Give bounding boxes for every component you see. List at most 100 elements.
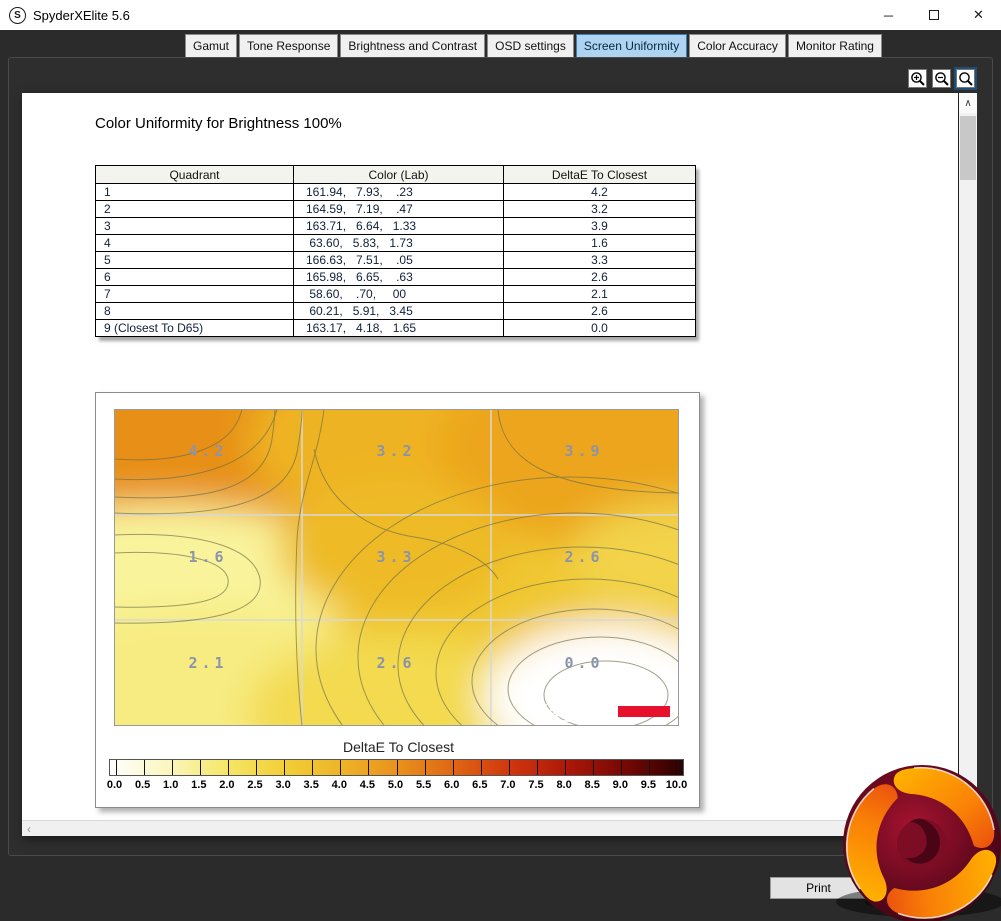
lab-cell: 63.60, 5.83, 1.73	[293, 234, 504, 252]
colorbar-tick	[649, 760, 651, 775]
colorbar-tick	[256, 760, 257, 775]
colorbar-tick	[115, 760, 117, 775]
zoom-reset-button[interactable]	[954, 67, 977, 90]
lab-cell: 165.98, 6.65, .63	[293, 268, 504, 286]
scroll-left-icon[interactable]: ‹	[27, 821, 31, 836]
colorbar-tick	[452, 760, 454, 775]
colorbar-tick	[199, 760, 201, 775]
column-header-color-lab: Color (Lab)	[293, 165, 504, 184]
colorbar-tick	[480, 760, 482, 775]
colorbar-tick	[677, 760, 679, 775]
minimize-button[interactable]: ─	[883, 7, 894, 23]
table-row: 1 161.94, 7.93, .23 4.2	[95, 183, 696, 201]
quadrant-cell: 3	[95, 217, 294, 235]
column-header-deltae-to-closest: DeltaE To Closest	[503, 165, 696, 184]
tab-strip: Gamut Tone Response Brightness and Contras…	[0, 30, 1001, 57]
heatmap-value: 3.9	[564, 442, 604, 460]
tab-brightness-and-contrast[interactable]: Brightness and Contrast	[340, 34, 486, 57]
colorbar-tick	[171, 760, 173, 775]
title-bar: S SpyderXElite 5.6 ─ ✕	[0, 0, 1001, 30]
colorbar-tick	[565, 760, 567, 775]
colorbar-tick-label: 8.0	[556, 779, 572, 791]
colorbar-tick-label: 6.5	[472, 779, 488, 791]
vertical-scrollbar[interactable]: ∧ ∨	[959, 93, 977, 836]
quadrant-cell: 4	[95, 234, 294, 252]
uniformity-table: Quadrant Color (Lab) DeltaE To Closest 1 16…	[95, 165, 696, 337]
tab-monitor-rating[interactable]: Monitor Rating	[787, 34, 882, 57]
kitguru-logo	[836, 765, 1001, 921]
heatmap-value: 1.6	[188, 548, 228, 566]
colorbar-tick-label: 2.0	[219, 779, 235, 791]
colorbar-tick	[424, 760, 426, 775]
table-row: 8 60.21, 5.91, 3.45 2.6	[95, 302, 696, 320]
colorbar-gradient	[109, 759, 684, 776]
colorbar-tick-label: 1.5	[191, 779, 207, 791]
heatmap-value: 2.6	[564, 548, 604, 566]
colorbar-tick-label: 3.0	[275, 779, 291, 791]
zoom-in-button[interactable]	[908, 69, 927, 88]
colorbar-tick	[143, 760, 145, 775]
quadrant-cell: 6	[95, 268, 294, 286]
delta-cell: 3.9	[503, 217, 696, 235]
colorbar-tick-label: 7.0	[500, 779, 516, 791]
colorbar-tick	[312, 760, 314, 775]
heatmap-value: 4.2	[188, 442, 228, 460]
heatmap-contours: datacolor	[114, 409, 679, 726]
delta-cell: 0.0	[503, 319, 696, 337]
heatmap-value: 2.1	[188, 654, 228, 672]
delta-cell: 2.1	[503, 285, 696, 303]
magnifier-plus-icon	[910, 71, 925, 86]
heatmap-plot: datacolor 4.2 3.2 3.9 1.6 3.3 2.6 2.1 2.6 0.0	[114, 409, 679, 726]
tab-bar: Gamut Tone Response Brightness and Contras…	[185, 34, 882, 57]
maximize-button[interactable]	[911, 0, 956, 30]
table-body: 1 161.94, 7.93, .23 4.2 2 164.59, 7.19, .47 3…	[95, 183, 696, 337]
heatmap-value: 3.2	[376, 442, 416, 460]
delta-cell: 2.6	[503, 268, 696, 286]
zoom-out-button[interactable]	[932, 69, 951, 88]
colorbar-tick-label: 3.5	[303, 779, 319, 791]
colorbar-title: DeltaE To Closest	[342, 739, 454, 755]
scroll-up-icon[interactable]: ∧	[959, 93, 977, 113]
colorbar-tick	[340, 760, 342, 775]
colorbar-tick-label: 9.0	[612, 779, 628, 791]
tab-screen-uniformity[interactable]: Screen Uniformity	[575, 34, 688, 57]
maximize-icon	[928, 10, 939, 20]
quadrant-cell: 9 (Closest To D65)	[95, 319, 294, 337]
lab-cell: 161.94, 7.93, .23	[293, 183, 504, 201]
print-button[interactable]: Print	[770, 877, 867, 899]
delta-cell: 3.2	[503, 200, 696, 218]
page-title: Color Uniformity for Brightness 100%	[95, 115, 342, 132]
heatmap-figure: datacolor 4.2 3.2 3.9 1.6 3.3 2.6 2.1 2.6 0.0 De…	[95, 392, 700, 808]
horizontal-scrollbar[interactable]: ‹ ›	[22, 820, 958, 836]
lab-cell: 58.60, .70, 00	[293, 285, 504, 303]
tab-tone-response[interactable]: Tone Response	[239, 34, 339, 57]
delta-cell: 3.3	[503, 251, 696, 269]
colorbar-tick-label: 0.0	[106, 779, 123, 791]
heatmap-value: 2.6	[376, 654, 416, 672]
window-title: SpyderXElite 5.6	[33, 7, 130, 23]
colorbar-tick-label: 5.0	[387, 779, 404, 791]
scrollbar-thumb[interactable]	[960, 116, 976, 180]
colorbar-tick	[537, 760, 538, 775]
tab-osd-settings[interactable]: OSD settings	[487, 34, 574, 57]
quadrant-cell: 5	[95, 251, 294, 269]
app-logo-icon: S	[9, 6, 26, 24]
heatmap-value: 3.3	[376, 548, 416, 566]
quadrant-cell: 8	[95, 302, 294, 320]
colorbar-tick-label: 7.5	[528, 779, 544, 791]
quadrant-cell: 1	[95, 183, 294, 201]
colorbar-tick-labels: 0.0 0.5 1.0 1.5 2.0 2.5 3.0 3.5 4.0 4.5 5.0 5.5 6.0 6…	[107, 779, 687, 793]
colorbar-tick-label: 5.5	[415, 779, 432, 791]
magnifier-icon	[958, 71, 973, 86]
delta-cell: 1.6	[503, 234, 696, 252]
lab-cell: 164.59, 7.19, .47	[293, 200, 504, 218]
tab-gamut[interactable]: Gamut	[185, 34, 238, 57]
colorbar-tick	[508, 760, 510, 775]
quadrant-cell: 7	[95, 285, 294, 303]
datacolor-red-bar	[618, 706, 670, 717]
close-button[interactable]: ✕	[973, 7, 984, 22]
colorbar-tick	[621, 760, 623, 775]
colorbar-tick	[593, 760, 595, 775]
tab-color-accuracy[interactable]: Color Accuracy	[689, 34, 786, 57]
